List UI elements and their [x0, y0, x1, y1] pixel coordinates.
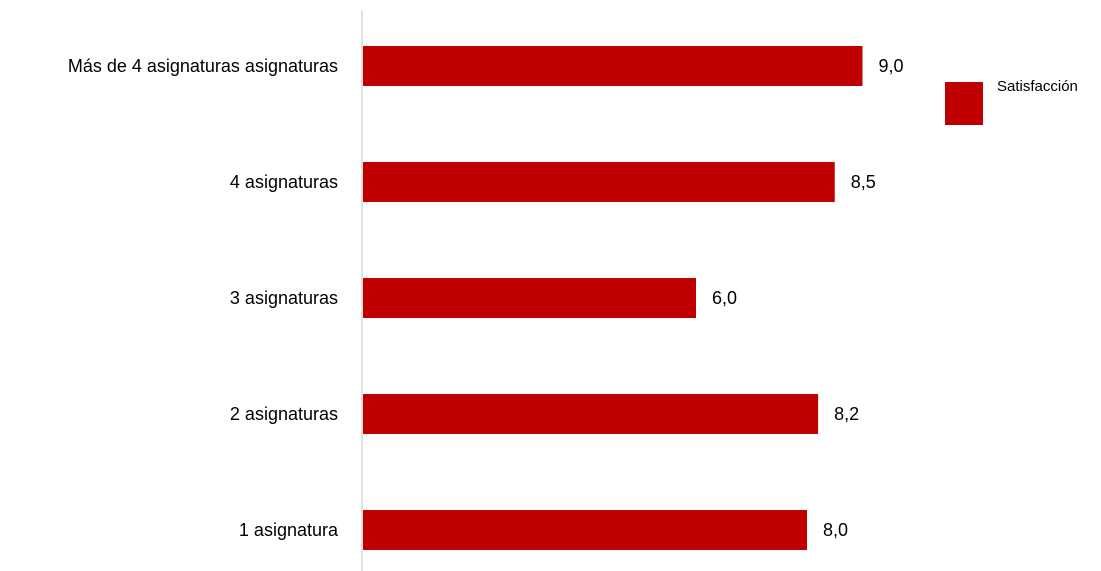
category-label: 2 asignaturas	[230, 404, 338, 424]
bars-group: Más de 4 asignaturas asignaturas 9,0 4 asi…	[68, 46, 904, 550]
bar	[363, 46, 863, 86]
data-label: 8,0	[823, 520, 848, 540]
category-label: 3 asignaturas	[230, 288, 338, 308]
bar	[363, 394, 819, 434]
data-label: 9,0	[879, 56, 904, 76]
category-label: 1 asignatura	[239, 520, 339, 540]
data-label: 8,5	[851, 172, 876, 192]
bar	[363, 510, 807, 550]
data-label: 6,0	[712, 288, 737, 308]
legend-swatch	[945, 82, 983, 125]
data-label: 8,2	[834, 404, 859, 424]
bar	[363, 162, 835, 202]
legend-label: Satisfacción	[997, 78, 1078, 95]
bar	[363, 278, 696, 318]
legend: Satisfacción	[945, 78, 1078, 125]
category-label: Más de 4 asignaturas asignaturas	[68, 56, 338, 76]
category-label: 4 asignaturas	[230, 172, 338, 192]
